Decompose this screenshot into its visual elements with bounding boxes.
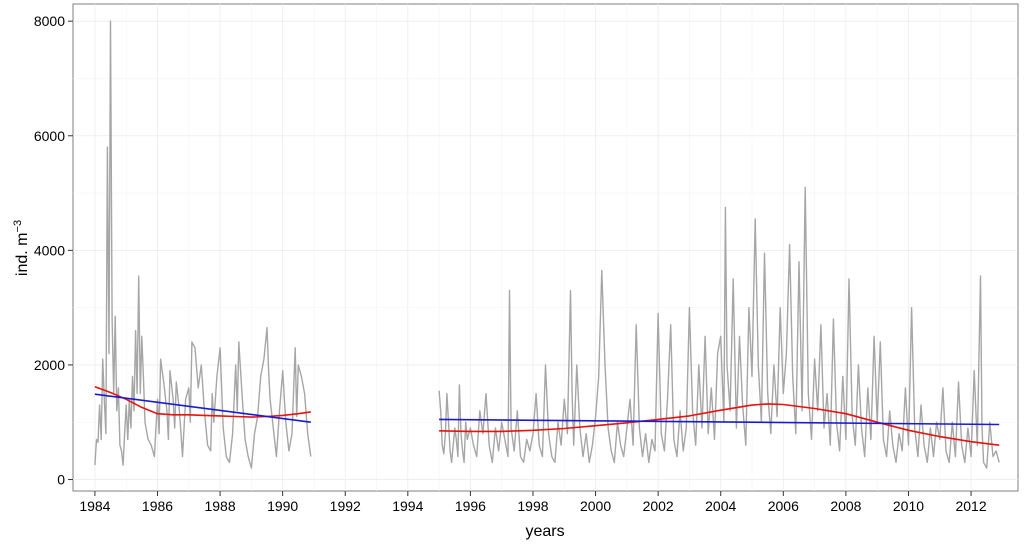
x-tick-label: 1996	[455, 498, 486, 514]
y-axis-title: ind. m−3	[12, 220, 31, 276]
y-axis-title-base: ind. m	[14, 232, 31, 276]
x-axis-title: years	[525, 523, 564, 540]
series-line-0	[94, 20, 312, 469]
y-axis-title-superscript: −3	[12, 220, 24, 233]
series-line-0	[438, 186, 1000, 469]
y-tick-label: 2000	[34, 357, 65, 373]
x-tick-label: 2004	[705, 498, 736, 514]
x-tick-label: 1986	[142, 498, 173, 514]
series	[94, 20, 1000, 469]
series-line-2	[94, 393, 311, 423]
series-line-2	[439, 418, 1000, 426]
x-tick-label: 2006	[768, 498, 799, 514]
x-tick-label: 2010	[893, 498, 924, 514]
axes: 1984 1986 1988 1990 1992 1994 1996 1998 2000 2002…	[34, 13, 987, 514]
x-tick-label: 2008	[830, 498, 861, 514]
y-tick-label: 8000	[34, 13, 65, 29]
x-tick-label: 2000	[580, 498, 611, 514]
x-tick-label: 1994	[392, 498, 423, 514]
x-tick-label: 1984	[79, 498, 110, 514]
x-tick-label: 2012	[955, 498, 986, 514]
y-tick-label: 6000	[34, 128, 65, 144]
y-tick-label: 4000	[34, 242, 65, 258]
y-tick-label: 0	[57, 472, 65, 488]
x-tick-label: 2002	[643, 498, 674, 514]
series-line-1	[439, 403, 1000, 446]
series-line-1	[94, 385, 311, 418]
x-tick-label: 1998	[517, 498, 548, 514]
x-tick-label: 1992	[330, 498, 361, 514]
x-tick-label: 1988	[204, 498, 235, 514]
x-tick-label: 1990	[267, 498, 298, 514]
